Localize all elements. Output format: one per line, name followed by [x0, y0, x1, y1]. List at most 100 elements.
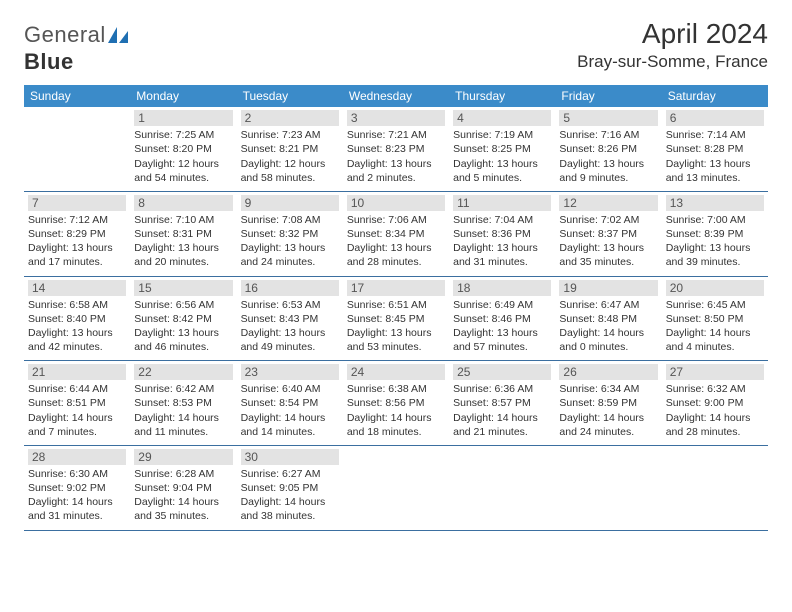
day-info: Sunrise: 6:38 AMSunset: 8:56 PMDaylight:… [347, 382, 445, 439]
day-info: Sunrise: 6:34 AMSunset: 8:59 PMDaylight:… [559, 382, 657, 439]
calendar-day-cell: 2 Sunrise: 7:23 AMSunset: 8:21 PMDaylight… [237, 107, 343, 191]
day-info: Sunrise: 7:06 AMSunset: 8:34 PMDaylight:… [347, 213, 445, 270]
weekday-header: Tuesday [237, 85, 343, 107]
day-info: Sunrise: 6:27 AMSunset: 9:05 PMDaylight:… [241, 467, 339, 524]
calendar-day-cell: 5 Sunrise: 7:16 AMSunset: 8:26 PMDaylight… [555, 107, 661, 191]
day-info: Sunrise: 7:12 AMSunset: 8:29 PMDaylight:… [28, 213, 126, 270]
calendar-day-cell: 27Sunrise: 6:32 AMSunset: 9:00 PMDayligh… [662, 361, 768, 446]
calendar-day-cell: 29 Sunrise: 6:28 AMSunset: 9:04 PMDayligh… [130, 445, 236, 530]
day-number: 26 [559, 364, 657, 380]
day-info: Sunrise: 6:28 AMSunset: 9:04 PMDaylight:… [134, 467, 232, 524]
month-title: April 2024 [577, 18, 768, 50]
calendar-day-cell: 3 Sunrise: 7:21 AMSunset: 8:23 PMDaylight… [343, 107, 449, 191]
day-info: Sunrise: 6:51 AMSunset: 8:45 PMDaylight:… [347, 298, 445, 355]
day-info: Sunrise: 7:04 AMSunset: 8:36 PMDaylight:… [453, 213, 551, 270]
day-info: Sunrise: 7:10 AMSunset: 8:31 PMDaylight:… [134, 213, 232, 270]
weekday-header: Friday [555, 85, 661, 107]
day-number: 18 [453, 280, 551, 296]
day-number: 7 [28, 195, 126, 211]
day-info: Sunrise: 6:44 AMSunset: 8:51 PMDaylight:… [28, 382, 126, 439]
day-info: Sunrise: 7:00 AMSunset: 8:39 PMDaylight:… [666, 213, 764, 270]
day-number: 5 [559, 110, 657, 126]
calendar-day-cell: 14Sunrise: 6:58 AMSunset: 8:40 PMDayligh… [24, 276, 130, 361]
calendar-day-cell: 19 Sunrise: 6:47 AMSunset: 8:48 PMDayligh… [555, 276, 661, 361]
calendar-day-cell: 17 Sunrise: 6:51 AMSunset: 8:45 PMDayligh… [343, 276, 449, 361]
calendar-day-cell: 1Sunrise: 7:25 AMSunset: 8:20 PMDaylight… [130, 107, 236, 191]
calendar-day-cell: 11 Sunrise: 7:04 AMSunset: 8:36 PMDayligh… [449, 191, 555, 276]
day-info: Sunrise: 7:14 AMSunset: 8:28 PMDaylight:… [666, 128, 764, 185]
calendar-empty-cell [662, 445, 768, 530]
calendar-day-cell: 30 Sunrise: 6:27 AMSunset: 9:05 PMDayligh… [237, 445, 343, 530]
day-info: Sunrise: 7:19 AMSunset: 8:25 PMDaylight:… [453, 128, 551, 185]
day-info: Sunrise: 6:53 AMSunset: 8:43 PMDaylight:… [241, 298, 339, 355]
day-number: 20 [666, 280, 764, 296]
calendar-week-row: 7 Sunrise: 7:12 AMSunset: 8:29 PMDaylight… [24, 191, 768, 276]
weekday-header: Wednesday [343, 85, 449, 107]
calendar-day-cell: 22 Sunrise: 6:42 AMSunset: 8:53 PMDayligh… [130, 361, 236, 446]
logo-text: GeneralBlue [24, 22, 128, 75]
title-block: April 2024 Bray-sur-Somme, France [577, 18, 768, 72]
calendar-day-cell: 16 Sunrise: 6:53 AMSunset: 8:43 PMDayligh… [237, 276, 343, 361]
day-number: 8 [134, 195, 232, 211]
weekday-header: Thursday [449, 85, 555, 107]
calendar-day-cell: 7 Sunrise: 7:12 AMSunset: 8:29 PMDaylight… [24, 191, 130, 276]
day-info: Sunrise: 7:21 AMSunset: 8:23 PMDaylight:… [347, 128, 445, 185]
calendar-day-cell: 9 Sunrise: 7:08 AMSunset: 8:32 PMDaylight… [237, 191, 343, 276]
calendar-week-row: 21 Sunrise: 6:44 AMSunset: 8:51 PMDayligh… [24, 361, 768, 446]
calendar-empty-cell [449, 445, 555, 530]
day-number: 17 [347, 280, 445, 296]
logo-text-2: Blue [24, 49, 74, 74]
day-number: 13 [666, 195, 764, 211]
day-number: 15 [134, 280, 232, 296]
calendar-day-cell: 25Sunrise: 6:36 AMSunset: 8:57 PMDayligh… [449, 361, 555, 446]
calendar-week-row: 28Sunrise: 6:30 AMSunset: 9:02 PMDayligh… [24, 445, 768, 530]
day-number: 16 [241, 280, 339, 296]
calendar-header-row: SundayMondayTuesdayWednesdayThursdayFrid… [24, 85, 768, 107]
calendar-day-cell: 10 Sunrise: 7:06 AMSunset: 8:34 PMDayligh… [343, 191, 449, 276]
day-number: 23 [241, 364, 339, 380]
day-info: Sunrise: 7:23 AMSunset: 8:21 PMDaylight:… [241, 128, 339, 185]
calendar-day-cell: 15 Sunrise: 6:56 AMSunset: 8:42 PMDayligh… [130, 276, 236, 361]
day-info: Sunrise: 6:47 AMSunset: 8:48 PMDaylight:… [559, 298, 657, 355]
day-number: 2 [241, 110, 339, 126]
day-number: 11 [453, 195, 551, 211]
day-number: 10 [347, 195, 445, 211]
calendar-table: SundayMondayTuesdayWednesdayThursdayFrid… [24, 85, 768, 530]
weekday-header: Saturday [662, 85, 768, 107]
day-info: Sunrise: 6:42 AMSunset: 8:53 PMDaylight:… [134, 382, 232, 439]
calendar-day-cell: 12 Sunrise: 7:02 AMSunset: 8:37 PMDayligh… [555, 191, 661, 276]
day-number: 1 [134, 110, 232, 126]
day-number: 9 [241, 195, 339, 211]
day-info: Sunrise: 7:16 AMSunset: 8:26 PMDaylight:… [559, 128, 657, 185]
calendar-empty-cell [343, 445, 449, 530]
day-info: Sunrise: 6:56 AMSunset: 8:42 PMDaylight:… [134, 298, 232, 355]
day-info: Sunrise: 7:08 AMSunset: 8:32 PMDaylight:… [241, 213, 339, 270]
day-number: 12 [559, 195, 657, 211]
calendar-day-cell: 4Sunrise: 7:19 AMSunset: 8:25 PMDaylight… [449, 107, 555, 191]
day-info: Sunrise: 6:32 AMSunset: 9:00 PMDaylight:… [666, 382, 764, 439]
calendar-day-cell: 21 Sunrise: 6:44 AMSunset: 8:51 PMDayligh… [24, 361, 130, 446]
day-number: 6 [666, 110, 764, 126]
calendar-day-cell: 28Sunrise: 6:30 AMSunset: 9:02 PMDayligh… [24, 445, 130, 530]
day-number: 29 [134, 449, 232, 465]
calendar-day-cell: 24 Sunrise: 6:38 AMSunset: 8:56 PMDayligh… [343, 361, 449, 446]
calendar-day-cell: 8 Sunrise: 7:10 AMSunset: 8:31 PMDaylight… [130, 191, 236, 276]
logo-sail-icon [108, 23, 128, 49]
day-number: 3 [347, 110, 445, 126]
day-number: 22 [134, 364, 232, 380]
day-number: 24 [347, 364, 445, 380]
day-number: 19 [559, 280, 657, 296]
logo-text-1: General [24, 22, 106, 47]
calendar-empty-cell [555, 445, 661, 530]
day-number: 21 [28, 364, 126, 380]
day-info: Sunrise: 6:49 AMSunset: 8:46 PMDaylight:… [453, 298, 551, 355]
calendar-body: 1Sunrise: 7:25 AMSunset: 8:20 PMDaylight… [24, 107, 768, 530]
calendar-empty-cell [24, 107, 130, 191]
day-info: Sunrise: 6:58 AMSunset: 8:40 PMDaylight:… [28, 298, 126, 355]
day-number: 30 [241, 449, 339, 465]
calendar-day-cell: 6 Sunrise: 7:14 AMSunset: 8:28 PMDaylight… [662, 107, 768, 191]
day-info: Sunrise: 7:02 AMSunset: 8:37 PMDaylight:… [559, 213, 657, 270]
weekday-header: Sunday [24, 85, 130, 107]
day-number: 25 [453, 364, 551, 380]
calendar-week-row: 14Sunrise: 6:58 AMSunset: 8:40 PMDayligh… [24, 276, 768, 361]
